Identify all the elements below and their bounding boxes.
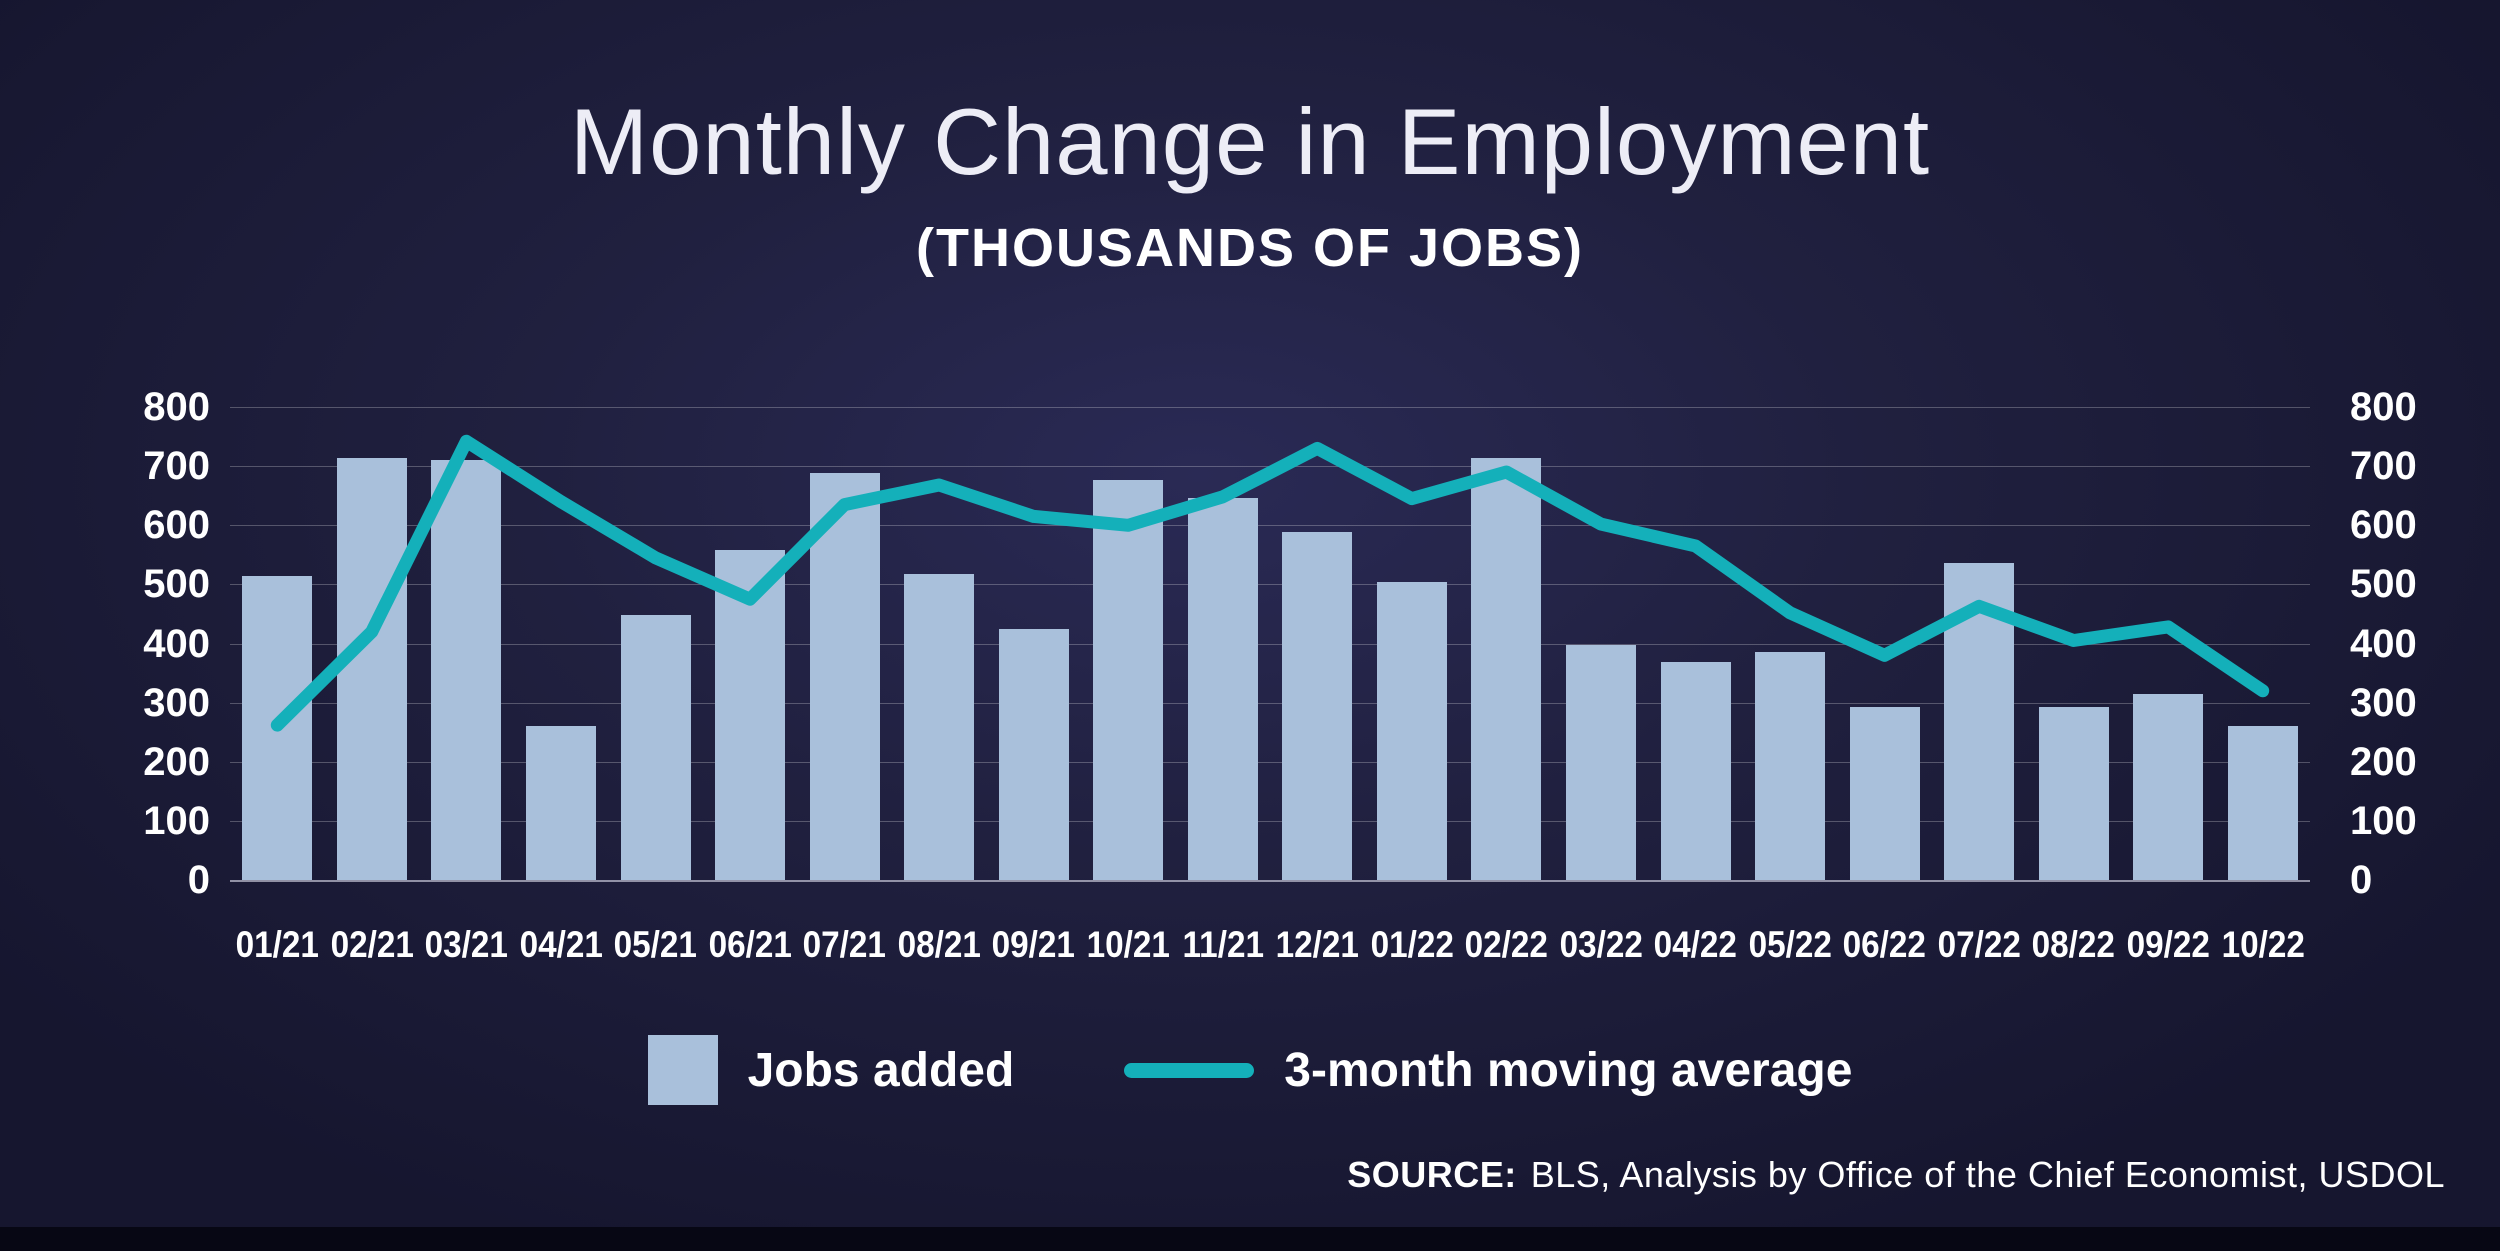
x-axis-label-05/22: 05/22 — [1748, 924, 1832, 965]
x-axis-label-03/22: 03/22 — [1559, 924, 1643, 965]
x-axis-label-04/22: 04/22 — [1653, 924, 1738, 965]
bar-06/22 — [1849, 706, 1920, 880]
y-axis-label-right-600: 600 — [2350, 503, 2417, 548]
legend-bar-swatch — [647, 1035, 718, 1105]
bar-11/21 — [1187, 497, 1258, 880]
x-axis-label-11/21: 11/21 — [1181, 924, 1264, 965]
bar-08/22 — [2038, 707, 2109, 880]
x-axis-label-05/21: 05/21 — [613, 924, 698, 965]
chart-subtitle: (THOUSANDS OF JOBS) — [915, 218, 1585, 278]
x-axis-label-01/22: 01/22 — [1370, 924, 1454, 965]
legend-bar-label: Jobs added — [747, 1043, 1015, 1097]
y-axis-label-right-0: 0 — [2350, 858, 2373, 902]
plot-area — [230, 407, 2310, 882]
bar-04/22 — [1660, 662, 1731, 880]
bar-02/21 — [336, 457, 407, 880]
y-axis-label-right-500: 500 — [2350, 562, 2417, 607]
x-axis-label-02/21: 02/21 — [330, 924, 414, 965]
x-axis-label-07/21: 07/21 — [802, 924, 887, 965]
y-axis-label-left-100: 100 — [143, 798, 210, 843]
gridline-400 — [230, 643, 2310, 645]
x-axis-labels: 01/21 02/21 03/21 04/21 05/21 06/21 07/21 08/21… — [230, 924, 2310, 975]
x-axis-label-07/22: 07/22 — [1937, 924, 2021, 965]
bar-09/22 — [2133, 693, 2204, 880]
bar-01/22 — [1376, 582, 1447, 880]
x-axis-label-02/22: 02/22 — [1464, 924, 1549, 965]
y-axis-label-right-300: 300 — [2350, 680, 2417, 725]
y-axis-label-left-600: 600 — [143, 503, 210, 548]
bar-09/21 — [998, 629, 1069, 880]
x-axis-label-08/21: 08/21 — [897, 924, 981, 965]
gridline-800 — [230, 407, 2310, 408]
x-axis-label-01/21: 01/21 — [235, 924, 319, 965]
legend-line-swatch — [1124, 1062, 1255, 1078]
x-axis-label-03/21: 03/21 — [424, 924, 509, 965]
y-axis-label-left-800: 800 — [143, 385, 210, 429]
moving-average-line — [270, 434, 2270, 732]
bar-10/21 — [1093, 479, 1164, 880]
y-axis-label-left-700: 700 — [143, 444, 210, 489]
bar-05/22 — [1755, 651, 1825, 880]
bar-04/21 — [525, 726, 596, 880]
x-axis-label-08/22: 08/22 — [2031, 924, 2116, 965]
y-axis-label-right-400: 400 — [2350, 621, 2417, 666]
source-text: BLS, Analysis by Office of the Chief Eco… — [1530, 1154, 2445, 1195]
chart-title: Monthly Change in Employment — [569, 89, 1931, 194]
bar-10/22 — [2227, 725, 2298, 880]
y-axis-label-right-700: 700 — [2350, 444, 2417, 489]
title-block: Monthly Change in Employment (THOUSANDS … — [0, 95, 2500, 279]
y-axis-label-left-0: 0 — [187, 858, 210, 902]
gridline-300 — [230, 702, 2310, 704]
bar-07/21 — [809, 472, 880, 880]
source-label: SOURCE: — [1347, 1154, 1517, 1195]
moving-average-line-layer — [270, 434, 2270, 732]
gridline-500 — [230, 584, 2310, 586]
bottom-strip — [0, 1227, 2500, 1251]
x-axis-label-10/21: 10/21 — [1086, 924, 1170, 965]
y-axis-label-left-500: 500 — [143, 562, 210, 607]
y-axis-label-left-200: 200 — [143, 739, 210, 784]
bar-03/21 — [431, 459, 502, 880]
x-axis-label-06/21: 06/21 — [708, 924, 792, 965]
x-axis-label-09/22: 09/22 — [2126, 924, 2210, 965]
gridline-600 — [230, 525, 2310, 527]
y-axis-label-left-300: 300 — [143, 680, 210, 725]
y-axis-label-right-100: 100 — [2350, 798, 2417, 843]
gridline-100 — [230, 820, 2310, 822]
legend-item-moving-average: 3-month moving average — [1124, 1043, 1852, 1098]
x-axis-label-10/22: 10/22 — [2221, 924, 2305, 965]
legend-item-jobs-added: Jobs added — [647, 1035, 1015, 1105]
bar-05/21 — [620, 614, 691, 880]
gridline-0 — [230, 880, 2310, 882]
legend-line-label: 3-month moving average — [1284, 1043, 1853, 1097]
y-axis-label-left-400: 400 — [143, 621, 210, 666]
y-axis-label-right-200: 200 — [2350, 739, 2417, 784]
source-note: SOURCE: BLS, Analysis by Office of the Ch… — [1347, 1154, 2445, 1196]
x-axis-label-06/22: 06/22 — [1842, 924, 1927, 965]
bar-12/21 — [1282, 532, 1353, 880]
gridline-200 — [230, 761, 2310, 763]
x-axis-label-09/21: 09/21 — [991, 924, 1076, 965]
y-axis-label-right-800: 800 — [2350, 385, 2417, 429]
x-axis-label-12/21: 12/21 — [1275, 924, 1359, 965]
bar-02/22 — [1471, 457, 1542, 880]
x-axis-label-04/21: 04/21 — [519, 924, 603, 965]
legend: Jobs added 3-month moving average — [0, 1035, 2500, 1105]
bar-08/21 — [904, 574, 975, 880]
bar-03/22 — [1565, 644, 1636, 880]
